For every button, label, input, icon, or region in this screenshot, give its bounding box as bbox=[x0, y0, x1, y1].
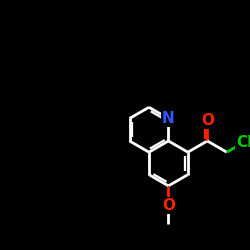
Text: O: O bbox=[201, 113, 214, 128]
Text: N: N bbox=[162, 111, 175, 126]
Text: O: O bbox=[162, 198, 175, 213]
Text: Cl: Cl bbox=[236, 135, 250, 150]
